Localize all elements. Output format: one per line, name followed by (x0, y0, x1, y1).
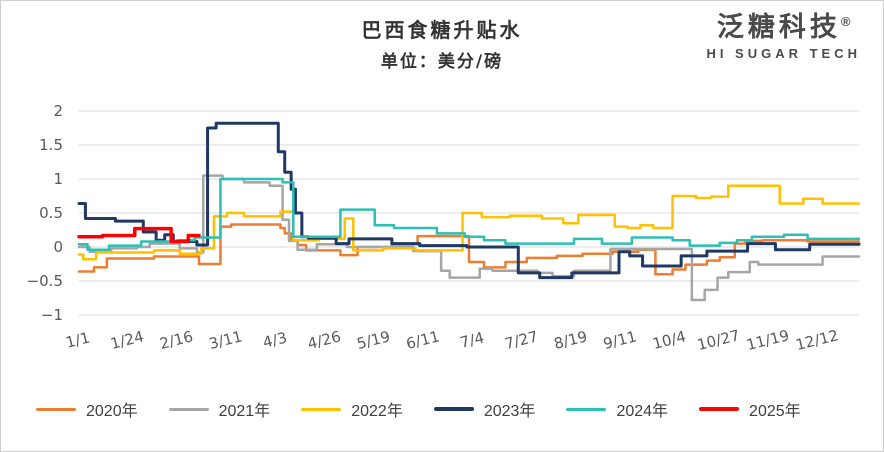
legend-label: 2023年 (483, 403, 536, 420)
y-tick-label: 2 (53, 102, 63, 120)
legend-swatch (699, 407, 740, 411)
registered-trademark-icon: ® (840, 14, 851, 29)
legend-label: 2020年 (86, 403, 138, 420)
brand-logo-tagline: HI SUGAR TECH (706, 45, 861, 61)
x-tick-label: 11/19 (745, 326, 791, 354)
legend-item-2023: 2023年 (433, 397, 536, 421)
x-tick-label: 4/26 (306, 327, 343, 353)
series-line-2020 (77, 223, 861, 276)
legend-label: 2022年 (351, 403, 403, 420)
legend-item-2025: 2025年 (699, 397, 801, 421)
x-tick-label: 5/19 (355, 327, 392, 353)
brand-name: 泛糖科技 (716, 12, 841, 42)
series-line-2025 (77, 226, 201, 244)
x-tick-label: 7/4 (458, 328, 486, 351)
x-axis-tick-labels: 1/1 1/24 2/16 3/11 4/3 4/26 5/19 6/11 7/4 7/27 8/1… (64, 326, 840, 354)
y-axis-tick-labels: 2 1.5 1 0.5 0 −0.5 −1 (27, 102, 63, 324)
legend-item-2020: 2020年 (36, 397, 138, 421)
x-tick-label: 4/3 (261, 328, 289, 351)
x-tick-label: 12/12 (794, 326, 840, 354)
series-lines (77, 121, 861, 302)
y-tick-label: 1 (53, 170, 63, 188)
y-tick-label: 0.5 (39, 204, 63, 222)
plot-area: 2 1.5 1 0.5 0 −0.5 −11/1 1/24 2/16 3/11 4/3 4/26 5/1… (27, 102, 861, 354)
y-tick-label: 1.5 (39, 136, 63, 154)
x-tick-label: 9/11 (601, 327, 638, 353)
legend: 2020年 2021年 2022年 2023年 2024年 2025年 (36, 397, 863, 421)
legend-label: 2021年 (218, 403, 271, 420)
x-tick-label: 10/4 (651, 327, 688, 353)
x-tick-label: 3/11 (207, 327, 244, 353)
x-tick-label: 7/27 (503, 327, 540, 353)
x-tick-label: 2/16 (158, 327, 195, 353)
x-tick-label: 10/27 (695, 326, 741, 354)
series-line-2023 (77, 121, 861, 280)
y-tick-label: −0.5 (27, 272, 63, 290)
x-tick-label: 6/11 (404, 327, 441, 353)
legend-item-2021: 2021年 (168, 397, 271, 421)
brand-logo: 泛糖科技® HI SUGAR TECH (706, 12, 861, 61)
x-tick-label: 1/24 (109, 327, 146, 353)
legend-swatch (168, 407, 209, 411)
legend-label: 2025年 (749, 403, 801, 420)
gridlines (79, 110, 859, 316)
legend-label: 2024年 (616, 403, 669, 420)
series-line-2022 (77, 184, 861, 261)
legend-swatch (36, 407, 76, 411)
y-tick-label: 0 (53, 238, 63, 256)
legend-item-2024: 2024年 (566, 397, 668, 421)
legend-swatch (433, 407, 474, 411)
legend-swatch (566, 407, 607, 411)
legend-swatch (301, 407, 342, 411)
y-tick-label: −1 (41, 306, 63, 324)
x-tick-label: 8/19 (552, 327, 589, 353)
x-tick-label: 1/1 (64, 328, 92, 351)
brand-logo-cn: 泛糖科技® (706, 12, 861, 43)
legend-item-2022: 2022年 (301, 397, 403, 421)
